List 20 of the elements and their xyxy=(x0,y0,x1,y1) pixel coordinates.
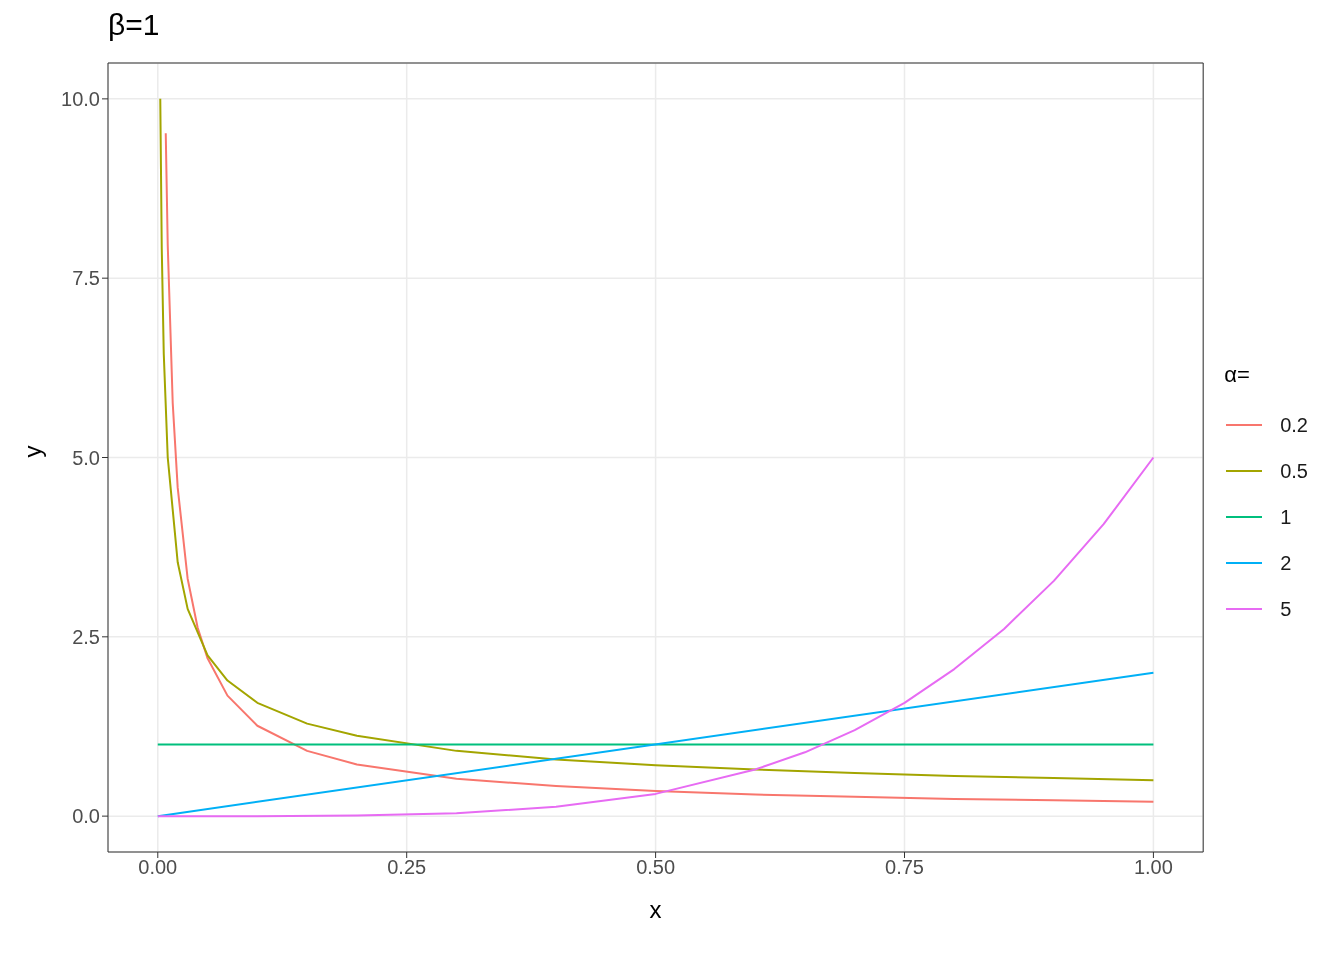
legend-label: 2 xyxy=(1280,551,1292,575)
x-tick-label: 0.25 xyxy=(387,856,427,879)
y-tick-label: 10.0 xyxy=(61,87,100,110)
x-tick-label: 0.00 xyxy=(138,856,178,879)
x-tick-label: 0.50 xyxy=(636,856,676,879)
x-tick-label: 0.75 xyxy=(885,856,924,879)
legend-label: 1 xyxy=(1280,505,1292,529)
line-series xyxy=(156,456,1155,818)
legend-label: 0.2 xyxy=(1280,413,1308,437)
y-tick-label: 0.0 xyxy=(72,805,100,828)
y-tick-label: 7.5 xyxy=(72,267,100,290)
x-tick-label: 1.00 xyxy=(1133,856,1173,879)
chart-title: β=1 xyxy=(107,8,161,43)
legend-label: 0.5 xyxy=(1280,459,1308,483)
y-axis-title: y xyxy=(18,445,46,458)
legend-label: 5 xyxy=(1280,597,1292,621)
y-tick-label: 2.5 xyxy=(72,625,100,648)
x-axis-title: x xyxy=(649,896,662,923)
legend-title: α= xyxy=(1224,362,1251,388)
y-tick-label: 5.0 xyxy=(72,446,100,469)
